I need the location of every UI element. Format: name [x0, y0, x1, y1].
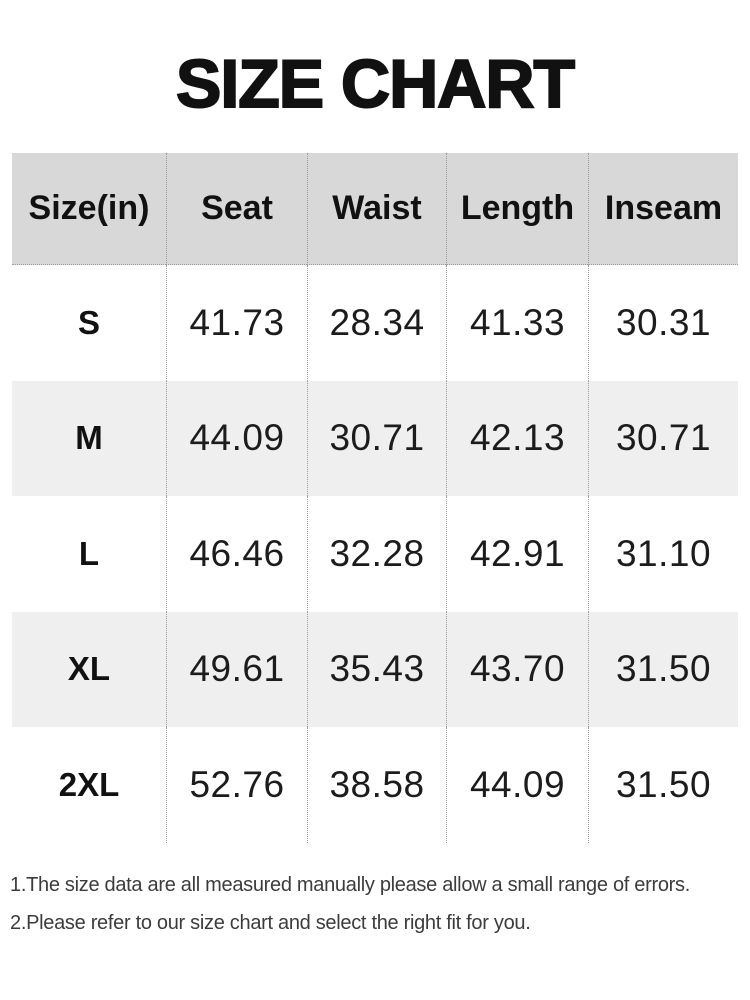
waist-value-m: 30.71	[307, 380, 446, 496]
seat-value-2xl: 52.76	[166, 727, 307, 843]
inseam-value-l: 31.10	[588, 496, 738, 612]
table-row-l: L 46.46 32.28 42.91 31.10	[12, 496, 738, 612]
seat-value-xl: 49.61	[166, 611, 307, 727]
inseam-value-s: 30.31	[588, 265, 738, 381]
inseam-value-2xl: 31.50	[588, 727, 738, 843]
footnotes: 1.The size data are all measured manuall…	[10, 866, 748, 942]
size-label-xl: XL	[12, 611, 166, 727]
length-value-s: 41.33	[446, 265, 588, 381]
length-value-l: 42.91	[446, 496, 588, 612]
column-header-inseam: Inseam	[588, 153, 738, 265]
seat-value-m: 44.09	[166, 380, 307, 496]
footnote-1: 1.The size data are all measured manuall…	[10, 874, 690, 896]
waist-value-xl: 35.43	[307, 611, 446, 727]
inseam-value-xl: 31.50	[588, 611, 738, 727]
footnote-2: 2.Please refer to our size chart and sel…	[10, 912, 531, 934]
table-row-s: S 41.73 28.34 41.33 30.31	[12, 265, 738, 381]
table-row-2xl: 2XL 52.76 38.58 44.09 31.50	[12, 727, 738, 843]
column-header-size: Size(in)	[12, 153, 166, 265]
column-header-seat: Seat	[166, 153, 307, 265]
size-label-2xl: 2XL	[58, 765, 120, 803]
waist-value-s: 28.34	[307, 265, 446, 381]
inseam-value-m: 30.71	[588, 380, 738, 496]
page-title: SIZE CHART	[175, 46, 576, 122]
table-row-m: M 44.09 30.71 42.13 30.71	[12, 380, 738, 496]
table-header-row: Size(in) Seat Waist Length Inseam	[12, 153, 738, 265]
seat-value-s: 41.73	[166, 265, 307, 381]
length-value-m: 42.13	[446, 380, 588, 496]
seat-value-l: 46.46	[166, 496, 307, 612]
size-chart-table: Size(in) Seat Waist Length Inseam S 41.7…	[12, 153, 738, 843]
column-header-length: Length	[446, 153, 588, 265]
size-label-s: S	[77, 303, 100, 341]
size-label-m: M	[12, 380, 166, 496]
column-header-waist: Waist	[307, 153, 446, 265]
waist-value-l: 32.28	[307, 496, 446, 612]
length-value-xl: 43.70	[446, 611, 588, 727]
table-row-xl: XL 49.61 35.43 43.70 31.50	[12, 611, 738, 727]
waist-value-2xl: 38.58	[307, 727, 446, 843]
size-label-l: L	[78, 534, 100, 572]
length-value-2xl: 44.09	[446, 727, 588, 843]
